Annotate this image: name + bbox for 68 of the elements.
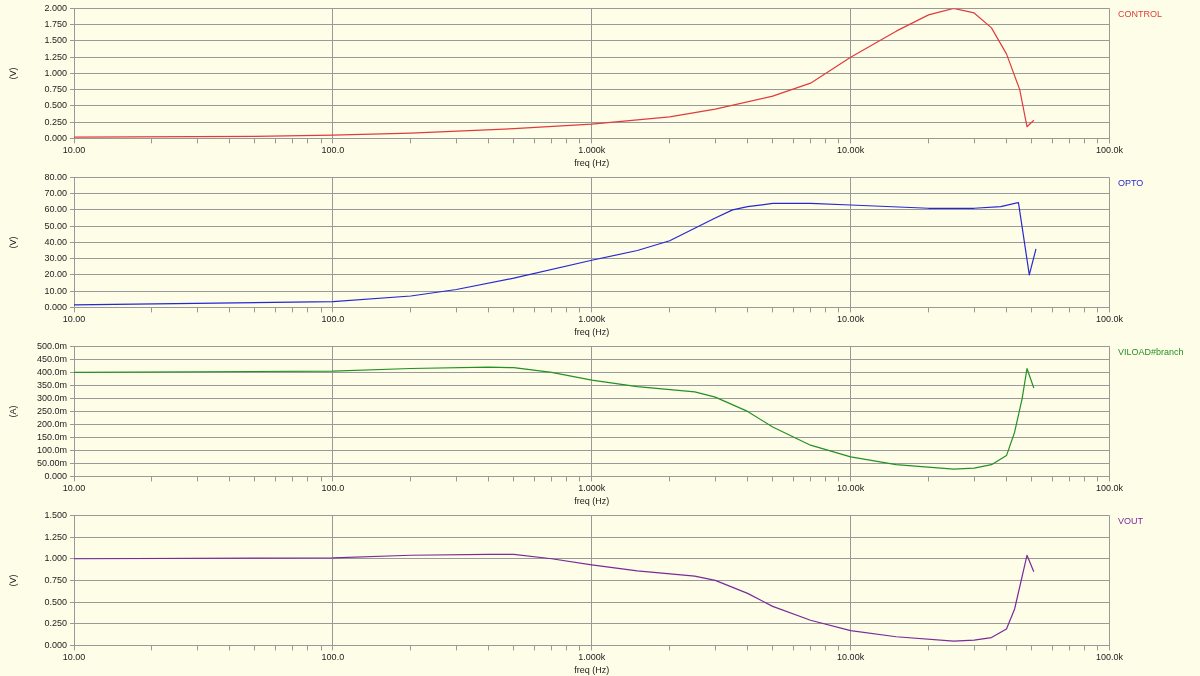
y-tick-label: 400.0m [36,366,67,377]
y-tick-label: 1.000 [44,553,67,564]
y-tick-label: 0.250 [44,618,67,629]
x-axis-title: freq (Hz) [574,496,610,507]
y-tick-label: 350.0m [36,379,67,390]
y-tick-label: 0.000 [44,639,67,650]
y-tick-label: 70.00 [44,188,67,199]
y-tick-label: 250.0m [36,405,67,416]
y-tick-label: 450.0m [36,353,67,364]
x-tick-label: 100.0k [1095,652,1124,663]
x-tick-label: 1.000k [578,652,606,663]
x-axis-title: freq (Hz) [574,665,610,676]
x-tick-label: 10.00k [837,314,865,325]
y-tick-label: 10.00 [44,285,67,296]
y-tick-label: 0.500 [44,100,67,111]
y-tick-label: 300.0m [36,392,67,403]
x-tick-label: 100.0k [1095,314,1124,325]
y-tick-label: 50.00m [36,457,67,468]
y-tick-label: 1.250 [44,51,67,62]
x-tick-label: 10.00 [62,314,86,325]
y-tick-label: 20.00 [44,269,67,280]
y-tick-label: 150.0m [36,431,67,442]
x-tick-label: 10.00k [837,483,865,494]
text: VILOAD#branch [1118,346,1184,357]
y-tick-label: 60.00 [44,204,67,215]
y-axis-title: (V) [7,67,18,80]
y-tick-label: 1.750 [44,19,67,30]
x-tick-label: 100.0k [1095,483,1124,494]
y-tick-label: 100.0m [36,444,67,455]
y-tick-label: 0.000 [44,301,67,312]
y-tick-label: 80.00 [44,171,67,182]
y-tick-label: 1.500 [44,509,67,520]
text: VOUT [1118,515,1144,526]
y-tick-label: 0.500 [44,596,67,607]
text: OPTO [1118,177,1144,188]
y-axis-title: (V) [7,236,18,249]
y-tick-label: 500.0m [36,340,67,351]
y-tick-label: 0.250 [44,116,67,127]
x-axis-title: freq (Hz) [574,327,610,338]
y-tick-label: 0.750 [44,84,67,95]
y-tick-label: 30.00 [44,253,67,264]
y-axis-title: (V) [7,574,18,587]
x-axis-title: freq (Hz) [574,158,610,169]
y-tick-label: 0.750 [44,574,67,585]
x-tick-label: 1.000k [578,145,606,156]
y-tick-label: 40.00 [44,236,67,247]
x-tick-label: 1.000k [578,483,606,494]
x-tick-label: 10.00 [62,652,86,663]
y-tick-label: 0.000 [44,470,67,481]
x-tick-label: 10.00k [837,652,865,663]
y-tick-label: 2.000 [44,2,67,13]
y-tick-label: 1.250 [44,531,67,542]
y-axis-title: (A) [7,405,18,418]
x-tick-label: 100.0 [321,145,345,156]
y-tick-label: 0.000 [44,132,67,143]
y-tick-label: 200.0m [36,418,67,429]
x-tick-label: 10.00 [62,483,86,494]
y-tick-label: 1.000 [44,67,67,78]
y-tick-label: 1.500 [44,35,67,46]
y-tick-label: 50.00 [44,220,67,231]
x-tick-label: 100.0 [321,652,345,663]
x-tick-label: 100.0k [1095,145,1124,156]
x-tick-label: 100.0 [321,483,345,494]
text: CONTROL [1118,8,1163,19]
x-tick-label: 10.00k [837,145,865,156]
x-tick-label: 100.0 [321,314,345,325]
x-tick-label: 10.00 [62,145,86,156]
x-tick-label: 1.000k [578,314,606,325]
